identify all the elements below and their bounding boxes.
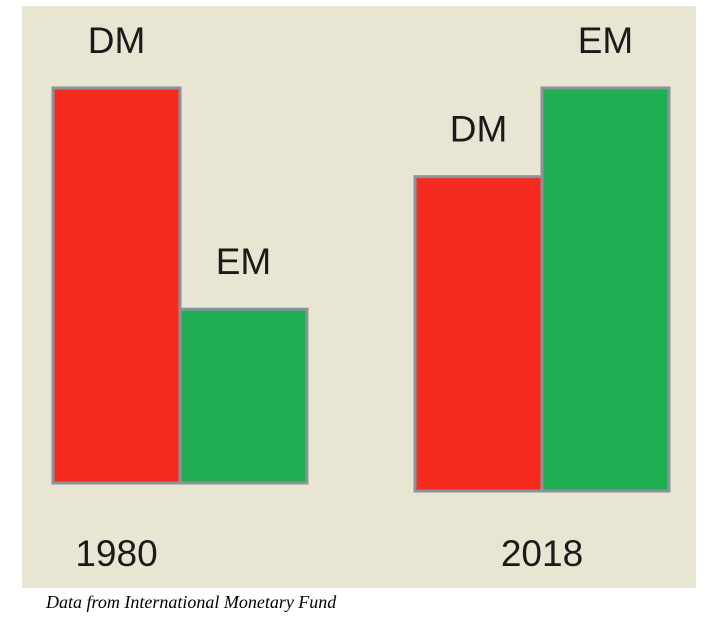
chart-panel: DM EM 1980 DM EM 2018 (22, 6, 696, 588)
bar-chart: DM EM 1980 DM EM 2018 (51, 20, 671, 574)
bar-em-2018 (540, 86, 671, 493)
bar-label-em-1980: EM (216, 241, 272, 282)
category-label-2018: 2018 (501, 533, 583, 574)
bar-em-1980 (178, 307, 309, 485)
category-label-1980: 1980 (75, 533, 157, 574)
bar-dm-1980 (51, 86, 182, 485)
bar-label-em-2018: EM (578, 20, 634, 61)
bar-label-dm-2018: DM (450, 109, 508, 150)
bar-label-dm-1980: DM (88, 20, 146, 61)
source-caption: Data from International Monetary Fund (46, 592, 337, 612)
bar-dm-2018 (413, 175, 544, 493)
